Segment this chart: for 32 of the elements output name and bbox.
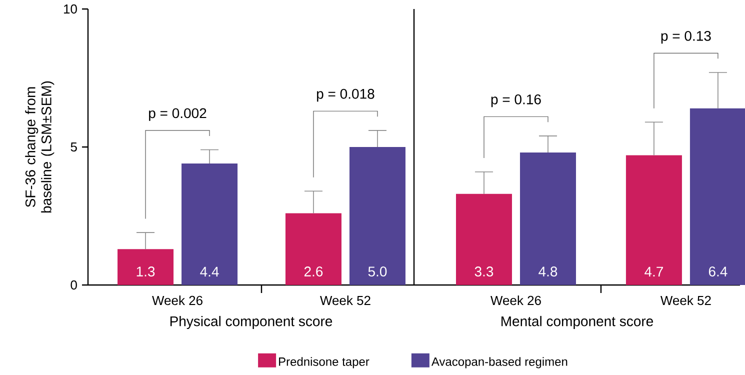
y-tick-label: 10 — [64, 4, 77, 14]
bar — [182, 164, 238, 285]
data-label: 4.8 — [538, 266, 558, 276]
bar — [285, 213, 342, 285]
annotation: p = 0.018 — [316, 88, 374, 102]
data-label: 3.3 — [474, 266, 494, 276]
bar — [118, 249, 174, 285]
bar — [349, 147, 406, 285]
data-label: 4.4 — [200, 266, 219, 276]
x-tick-label: Week 26 — [490, 296, 541, 306]
bar — [626, 155, 682, 285]
legend-label: Avacopan-based regimen — [431, 357, 568, 368]
x-axis-title: Mental component score — [502, 316, 654, 329]
data-label: 2.6 — [304, 266, 323, 276]
bar — [520, 152, 576, 285]
annotation: p = 0.002 — [149, 108, 206, 121]
y-tick-label: 0 — [70, 280, 77, 290]
x-tick-label: Week 52 — [320, 296, 370, 306]
bar — [690, 108, 745, 285]
data-label: 4.7 — [644, 266, 663, 276]
y-axis-title: SF-36 change from baseline (LSM±SEM) — [25, 81, 54, 213]
data-label: 5.0 — [368, 266, 387, 276]
y-tick-label: 5 — [70, 142, 77, 152]
legend-label: Prednisone taper — [279, 357, 370, 368]
annotation: p = 0.16 — [491, 94, 541, 108]
annotation: p = 0.13 — [661, 30, 711, 44]
data-label: 1.3 — [136, 266, 155, 276]
bar — [456, 194, 512, 285]
x-axis-title: Physical component score — [170, 316, 332, 329]
x-tick-label: Week 52 — [660, 296, 711, 306]
x-tick-label: Week 26 — [152, 296, 202, 306]
data-label: 6.4 — [708, 266, 728, 276]
